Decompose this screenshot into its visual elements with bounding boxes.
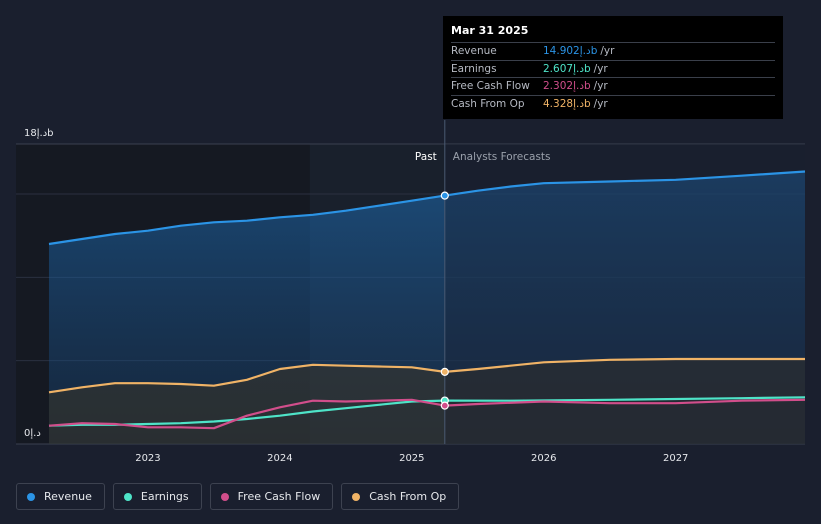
- tooltip-label: Earnings: [451, 62, 497, 75]
- tooltip: Mar 31 2025 Revenue 14.902د.إb /yr Earni…: [443, 16, 783, 119]
- revenue-line: [48, 170, 806, 246]
- earnings-line: [48, 396, 806, 427]
- y-tick-label: 0د.إ: [24, 428, 41, 439]
- tooltip-date: Mar 31 2025: [451, 24, 529, 37]
- cash-from-op-marker: [440, 367, 449, 376]
- legend-dot-icon: [27, 492, 35, 501]
- revenue-marker: [440, 191, 449, 200]
- legend-item-free-cash-flow[interactable]: Free Cash Flow: [209, 483, 334, 510]
- legend-item-revenue[interactable]: Revenue: [16, 483, 105, 510]
- tooltip-unit: /yr: [593, 80, 608, 92]
- forecast-label: Analysts Forecasts: [453, 151, 551, 163]
- tooltip-value: 4.328د.إb: [543, 97, 591, 110]
- x-tick-label: 2026: [531, 453, 556, 464]
- legend-label: Earnings: [140, 490, 189, 503]
- tooltip-row-earnings: Earnings 2.607د.إb /yr: [451, 59, 775, 78]
- tooltip-row-free-cash-flow: Free Cash Flow 2.302د.إb /yr: [451, 77, 775, 95]
- y-tick-label: 18د.إb: [24, 128, 54, 139]
- legend-item-earnings[interactable]: Earnings: [112, 483, 202, 510]
- legend-item-cash-from-op[interactable]: Cash From Op: [341, 483, 460, 510]
- tooltip-value: 14.902د.إb: [543, 45, 598, 57]
- free-cash-flow-marker: [440, 401, 449, 410]
- legend-label: Revenue: [44, 490, 92, 503]
- past-label: Past: [415, 151, 437, 163]
- tooltip-unit: /yr: [593, 62, 608, 75]
- tooltip-unit: /yr: [600, 45, 615, 57]
- chart: 18د.إb 0د.إ 2023 2024 2025 2026 2027 Past Analys…: [16, 120, 806, 464]
- legend-label: Cash From Op: [369, 490, 447, 503]
- tooltip-row-revenue: Revenue 14.902د.إb /yr: [451, 42, 775, 60]
- x-tick-label: 2023: [135, 453, 160, 464]
- tooltip-label: Revenue: [451, 45, 497, 57]
- cash-from-op-line: [48, 357, 805, 394]
- legend: Revenue Earnings Free Cash Flow Cash Fro…: [16, 483, 460, 510]
- tooltip-row-cash-from-op: Cash From Op 4.328د.إb /yr: [451, 94, 775, 113]
- x-tick-label: 2024: [267, 453, 292, 464]
- tooltip-label: Cash From Op: [451, 97, 525, 110]
- legend-dot-icon: [352, 492, 361, 501]
- forecast-region: [444, 144, 805, 444]
- free-cash-flow-line: [48, 398, 806, 430]
- legend-label: Free Cash Flow: [237, 490, 321, 503]
- legend-dot-icon: [220, 492, 229, 501]
- tooltip-label: Free Cash Flow: [451, 80, 530, 92]
- legend-dot-icon: [123, 492, 132, 501]
- x-tick-label: 2025: [399, 453, 424, 464]
- x-tick-label: 2027: [663, 453, 688, 464]
- tooltip-value: 2.302د.إb: [543, 80, 591, 92]
- tooltip-unit: /yr: [593, 97, 608, 110]
- tooltip-value: 2.607د.إb: [543, 62, 591, 75]
